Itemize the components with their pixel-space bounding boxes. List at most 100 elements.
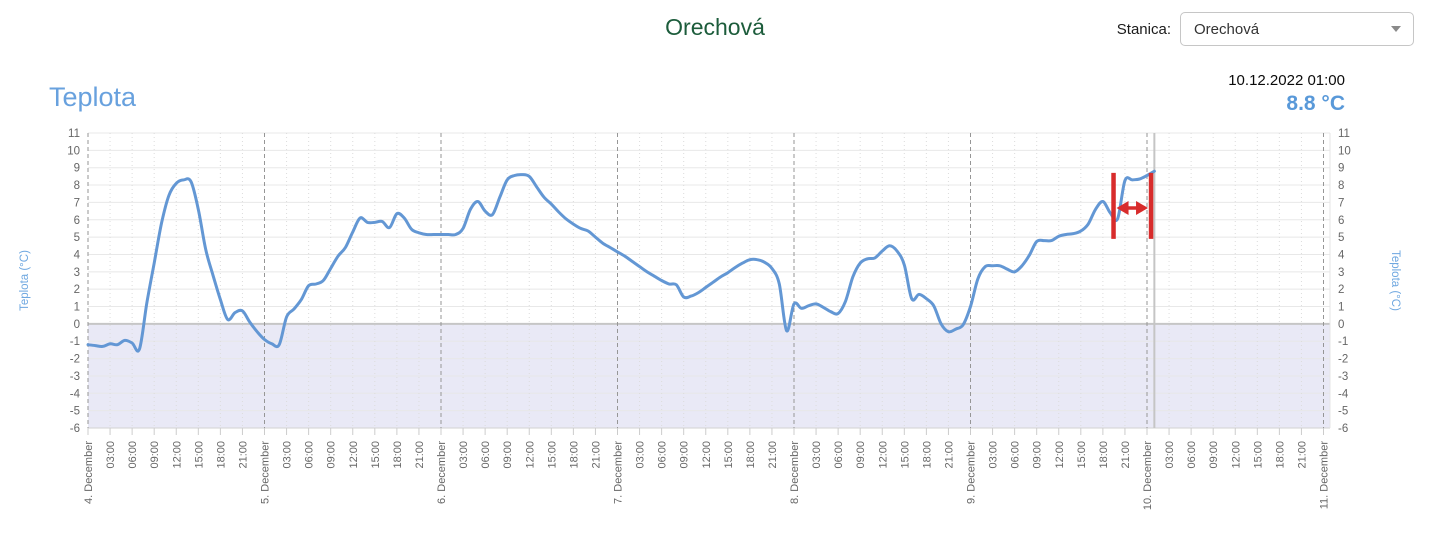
svg-text:21:00: 21:00	[1120, 441, 1132, 469]
svg-text:18:00: 18:00	[392, 441, 404, 469]
svg-text:21:00: 21:00	[767, 441, 779, 469]
svg-text:03:00: 03:00	[988, 441, 1000, 469]
svg-text:18:00: 18:00	[1274, 441, 1286, 469]
svg-text:6: 6	[74, 215, 80, 227]
svg-text:15:00: 15:00	[1076, 441, 1088, 469]
svg-text:06:00: 06:00	[833, 441, 845, 469]
svg-text:5. December: 5. December	[260, 441, 272, 504]
svg-text:0: 0	[1338, 319, 1344, 331]
svg-text:-3: -3	[70, 371, 80, 383]
svg-text:06:00: 06:00	[1010, 441, 1022, 469]
svg-text:15:00: 15:00	[193, 441, 205, 469]
svg-text:03:00: 03:00	[811, 441, 823, 469]
svg-text:15:00: 15:00	[723, 441, 735, 469]
svg-text:06:00: 06:00	[1186, 441, 1198, 469]
svg-text:-5: -5	[1338, 406, 1348, 418]
svg-text:18:00: 18:00	[921, 441, 933, 469]
svg-text:12:00: 12:00	[171, 441, 183, 469]
svg-text:03:00: 03:00	[635, 441, 647, 469]
svg-text:8: 8	[1338, 180, 1344, 192]
station-select[interactable]: Orechová	[1180, 12, 1414, 46]
svg-text:-5: -5	[70, 406, 80, 418]
chart-title: Teplota	[49, 82, 137, 112]
svg-text:09:00: 09:00	[855, 441, 867, 469]
svg-text:5: 5	[1338, 232, 1344, 244]
svg-text:10. December: 10. December	[1142, 441, 1154, 510]
svg-text:11: 11	[1338, 128, 1350, 140]
svg-text:10: 10	[1338, 145, 1351, 157]
svg-text:11: 11	[68, 128, 80, 140]
svg-text:10: 10	[67, 145, 80, 157]
svg-text:09:00: 09:00	[679, 441, 691, 469]
svg-text:5: 5	[74, 232, 80, 244]
svg-text:15:00: 15:00	[370, 441, 382, 469]
svg-text:15:00: 15:00	[546, 441, 558, 469]
svg-text:-2: -2	[70, 354, 80, 366]
svg-text:1: 1	[1338, 302, 1344, 314]
svg-text:3: 3	[74, 267, 80, 279]
svg-text:Teplota (°C): Teplota (°C)	[19, 250, 31, 311]
svg-text:06:00: 06:00	[480, 441, 492, 469]
svg-text:8: 8	[74, 180, 80, 192]
svg-text:09:00: 09:00	[1208, 441, 1220, 469]
svg-text:4. December: 4. December	[83, 441, 95, 504]
svg-text:18:00: 18:00	[215, 441, 227, 469]
temperature-chart: -6 -6-5 -5-4 -4-3 -3-2 -2-1 -10 01 12 23 34 45 56 67 7…	[19, 128, 1401, 510]
svg-text:12:00: 12:00	[524, 441, 536, 469]
svg-text:9: 9	[74, 163, 80, 175]
svg-text:7. December: 7. December	[613, 441, 625, 504]
svg-text:21:00: 21:00	[590, 441, 602, 469]
svg-text:Teplota (°C): Teplota (°C)	[1389, 250, 1401, 311]
svg-text:18:00: 18:00	[1098, 441, 1110, 469]
svg-text:09:00: 09:00	[502, 441, 514, 469]
svg-text:06:00: 06:00	[657, 441, 669, 469]
svg-text:7: 7	[74, 197, 80, 209]
svg-text:18:00: 18:00	[568, 441, 580, 469]
svg-text:-4: -4	[1338, 388, 1349, 400]
time-span-annotation	[1111, 172, 1154, 239]
svg-text:18:00: 18:00	[745, 441, 757, 469]
station-label: Stanica:	[1116, 20, 1171, 38]
svg-text:0: 0	[74, 319, 80, 331]
page-title: Orechová	[665, 14, 765, 40]
svg-text:15:00: 15:00	[899, 441, 911, 469]
svg-text:7: 7	[1338, 197, 1344, 209]
svg-text:09:00: 09:00	[149, 441, 161, 469]
svg-text:11. December: 11. December	[1319, 441, 1331, 510]
svg-text:6: 6	[1338, 215, 1344, 227]
chevron-down-icon	[1391, 26, 1401, 32]
svg-text:03:00: 03:00	[105, 441, 117, 469]
svg-text:-6: -6	[70, 423, 80, 435]
svg-text:1: 1	[74, 302, 80, 314]
svg-text:9: 9	[1338, 163, 1344, 175]
svg-text:15:00: 15:00	[1252, 441, 1264, 469]
svg-text:06:00: 06:00	[304, 441, 316, 469]
svg-text:-1: -1	[1338, 336, 1348, 348]
svg-text:03:00: 03:00	[282, 441, 294, 469]
svg-text:6. December: 6. December	[436, 441, 448, 504]
svg-text:8. December: 8. December	[789, 441, 801, 504]
svg-text:3: 3	[1338, 267, 1344, 279]
svg-text:4: 4	[74, 249, 81, 261]
svg-text:-2: -2	[1338, 354, 1348, 366]
svg-text:03:00: 03:00	[1164, 441, 1176, 469]
svg-text:2: 2	[74, 284, 80, 296]
svg-text:21:00: 21:00	[414, 441, 426, 469]
station-select-value: Orechová	[1194, 20, 1260, 38]
station-picker: Stanica: Orechová	[1117, 12, 1414, 46]
svg-text:2: 2	[1338, 284, 1344, 296]
svg-text:21:00: 21:00	[237, 441, 249, 469]
svg-text:21:00: 21:00	[943, 441, 955, 469]
svg-text:-6: -6	[1338, 423, 1348, 435]
reading-timestamp: 10.12.2022 01:00	[1228, 72, 1345, 89]
svg-text:12:00: 12:00	[701, 441, 713, 469]
svg-text:12:00: 12:00	[348, 441, 360, 469]
svg-text:09:00: 09:00	[326, 441, 338, 469]
latest-reading: 10.12.2022 01:00 8.8 °C	[1228, 71, 1345, 116]
svg-text:06:00: 06:00	[127, 441, 139, 469]
svg-text:12:00: 12:00	[1230, 441, 1242, 469]
svg-text:12:00: 12:00	[877, 441, 889, 469]
svg-text:03:00: 03:00	[458, 441, 470, 469]
reading-value: 8.8 °C	[1286, 92, 1345, 115]
